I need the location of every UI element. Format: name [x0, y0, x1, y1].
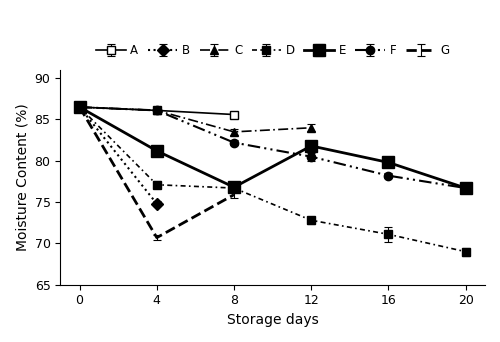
X-axis label: Storage days: Storage days — [227, 313, 318, 327]
Legend: A, B, C, D, E, F, G: A, B, C, D, E, F, G — [92, 39, 454, 62]
Y-axis label: Moisture Content (%): Moisture Content (%) — [15, 103, 29, 251]
